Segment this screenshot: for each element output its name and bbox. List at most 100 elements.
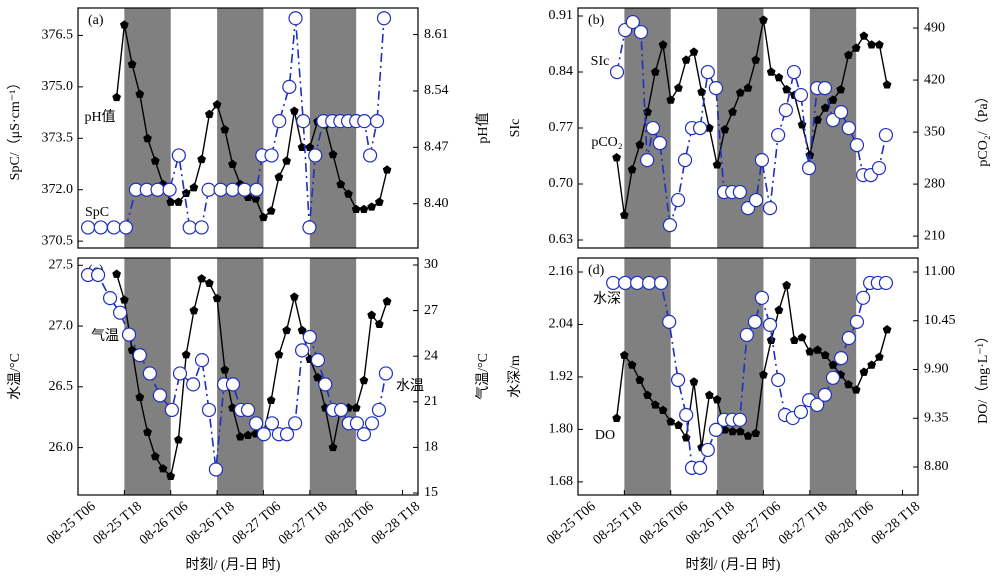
y2-tick-label: 8.40 <box>424 196 449 211</box>
pentagon-marker <box>297 325 307 335</box>
pentagon-marker <box>805 347 815 356</box>
pentagon-marker <box>743 83 753 92</box>
y-tick-label: 0.84 <box>549 64 574 79</box>
y-tick-label: 370.5 <box>42 233 74 248</box>
series-label: SIc <box>591 54 610 69</box>
circle-marker <box>264 416 280 431</box>
pentagon-marker <box>197 154 207 164</box>
x-tick-label: 08-25 T18 <box>591 499 645 548</box>
pentagon-marker <box>135 392 145 401</box>
circle-marker <box>849 314 865 329</box>
series-label: 水温 <box>396 378 424 394</box>
pentagon-marker <box>627 165 637 174</box>
circle-marker <box>618 275 633 291</box>
circle-marker <box>310 352 326 368</box>
circle-marker <box>670 192 686 208</box>
circle-marker <box>856 290 871 305</box>
circle-marker <box>288 11 303 26</box>
pentagon-marker <box>166 197 176 206</box>
circle-marker <box>749 192 764 208</box>
x-tick-label: 08-26 T06 <box>637 499 691 548</box>
panel-label: (b) <box>588 13 605 28</box>
pentagon-marker <box>658 40 668 49</box>
pentagon-marker <box>851 43 861 52</box>
y2-tick-label: 490 <box>924 20 945 35</box>
pentagon-marker <box>728 426 737 436</box>
pentagon-marker <box>197 274 207 283</box>
circle-marker <box>801 160 817 176</box>
circle-marker <box>237 182 252 197</box>
circle-marker <box>371 402 387 418</box>
circle-marker <box>841 330 856 346</box>
pentagon-marker <box>851 385 861 394</box>
circle-marker <box>132 348 147 363</box>
pentagon-marker <box>867 360 877 369</box>
pentagon-marker <box>766 335 776 344</box>
plot-frame <box>77 257 419 496</box>
circle-marker <box>739 327 754 343</box>
circle-marker <box>349 416 365 431</box>
pentagon-marker <box>150 156 160 165</box>
pentagon-marker <box>650 400 660 409</box>
pentagon-marker <box>743 431 753 440</box>
x-tick-label: 08-26 T18 <box>183 499 237 548</box>
y2-axis-label: DO/（mg·L⁻¹） <box>975 329 991 424</box>
y2-tick-label: 8.80 <box>924 459 949 474</box>
circle-marker <box>653 275 669 291</box>
night-band <box>217 258 264 495</box>
pentagon-marker <box>367 310 377 319</box>
x-tick-label: 08-26 T06 <box>137 499 191 548</box>
circle-marker <box>793 404 809 420</box>
circle-marker <box>700 442 715 458</box>
y-tick-label: 2.04 <box>549 317 574 332</box>
pentagon-marker <box>836 85 846 94</box>
pentagon-marker <box>844 50 853 59</box>
pentagon-marker <box>828 95 838 104</box>
circle-marker <box>793 87 809 103</box>
y-tick-label: 27.5 <box>49 258 74 273</box>
y2-tick-label: 8.47 <box>424 140 449 155</box>
pentagon-marker <box>313 372 322 382</box>
circle-marker <box>308 148 323 163</box>
pentagon-marker <box>882 325 892 334</box>
pentagon-marker <box>328 442 338 452</box>
pentagon-marker <box>166 471 176 481</box>
y2-axis-label: pH值 <box>475 112 491 143</box>
y2-tick-label: 420 <box>924 72 945 87</box>
pentagon-marker <box>643 107 652 116</box>
pentagon-marker <box>650 67 660 76</box>
pentagon-marker <box>774 73 784 82</box>
pentagon-marker <box>367 202 377 211</box>
circle-marker <box>364 416 380 431</box>
circle-marker <box>256 427 271 442</box>
y2-tick-label: 8.61 <box>424 27 449 42</box>
pentagon-marker <box>666 95 676 104</box>
x-tick-label: 08-28 T06 <box>322 499 376 548</box>
pentagon-marker <box>382 165 392 174</box>
pentagon-marker <box>674 83 683 92</box>
circle-marker <box>356 427 372 442</box>
circle-marker <box>670 372 686 388</box>
circle-marker <box>679 407 694 423</box>
circle-marker <box>318 377 333 392</box>
circle-marker <box>762 200 778 216</box>
circle-marker <box>662 218 678 233</box>
pentagon-marker <box>735 426 745 436</box>
circle-marker <box>810 397 825 413</box>
pentagon-marker <box>328 149 338 159</box>
pentagon-marker <box>751 428 761 438</box>
x-tick-label: 08-27 T06 <box>230 499 284 548</box>
circle-marker <box>692 120 708 136</box>
circle-marker <box>708 80 724 96</box>
circle-marker <box>171 148 186 163</box>
pentagon-marker <box>135 89 145 98</box>
circle-marker <box>162 182 177 197</box>
pentagon-marker <box>874 352 884 361</box>
circle-marker <box>121 327 137 342</box>
pentagon-marker <box>127 59 137 69</box>
pentagon-marker <box>874 40 884 49</box>
pentagon-marker <box>751 55 761 64</box>
circle-marker <box>334 402 349 418</box>
panel-label: (a) <box>88 13 104 28</box>
